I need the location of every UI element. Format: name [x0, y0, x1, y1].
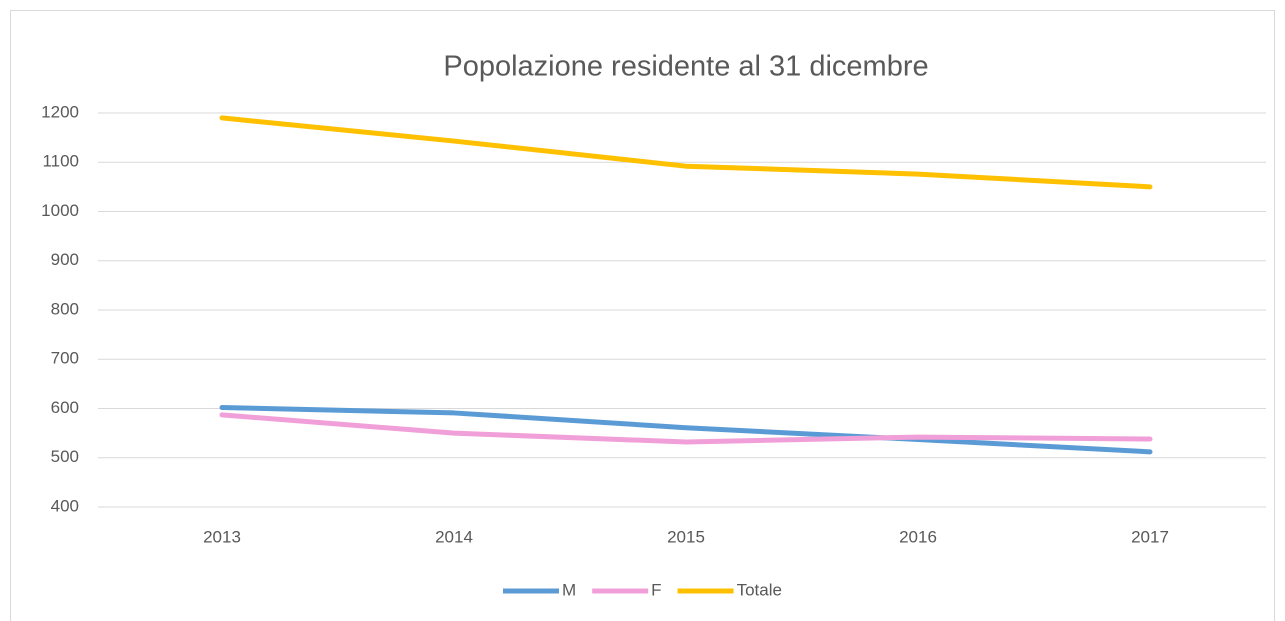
- y-tick-label: 600: [51, 398, 79, 417]
- y-tick-label: 1200: [41, 102, 79, 121]
- chart-frame: [10, 10, 1275, 621]
- legend-label: M: [562, 580, 576, 599]
- x-tick-label: 2014: [435, 527, 473, 546]
- y-tick-label: 900: [51, 250, 79, 269]
- y-tick-label: 500: [51, 447, 79, 466]
- series-line: [219, 405, 1153, 455]
- x-tick-label: 2013: [203, 527, 241, 546]
- x-tick-label: 2015: [667, 527, 705, 546]
- chart-title: Popolazione residente al 31 dicembre: [443, 51, 928, 83]
- x-tick-label: 2016: [899, 527, 937, 546]
- y-tick-label: 400: [51, 496, 79, 515]
- legend-label: Totale: [737, 580, 782, 599]
- series-line: [219, 412, 1153, 445]
- series-line: [219, 115, 1153, 190]
- y-tick-label: 700: [51, 349, 79, 368]
- legend-label: F: [651, 580, 661, 599]
- y-tick-label: 1100: [42, 152, 79, 171]
- y-tick-label: 1000: [41, 201, 79, 220]
- x-tick-label: 2017: [1131, 527, 1169, 546]
- y-tick-label: 800: [51, 299, 79, 318]
